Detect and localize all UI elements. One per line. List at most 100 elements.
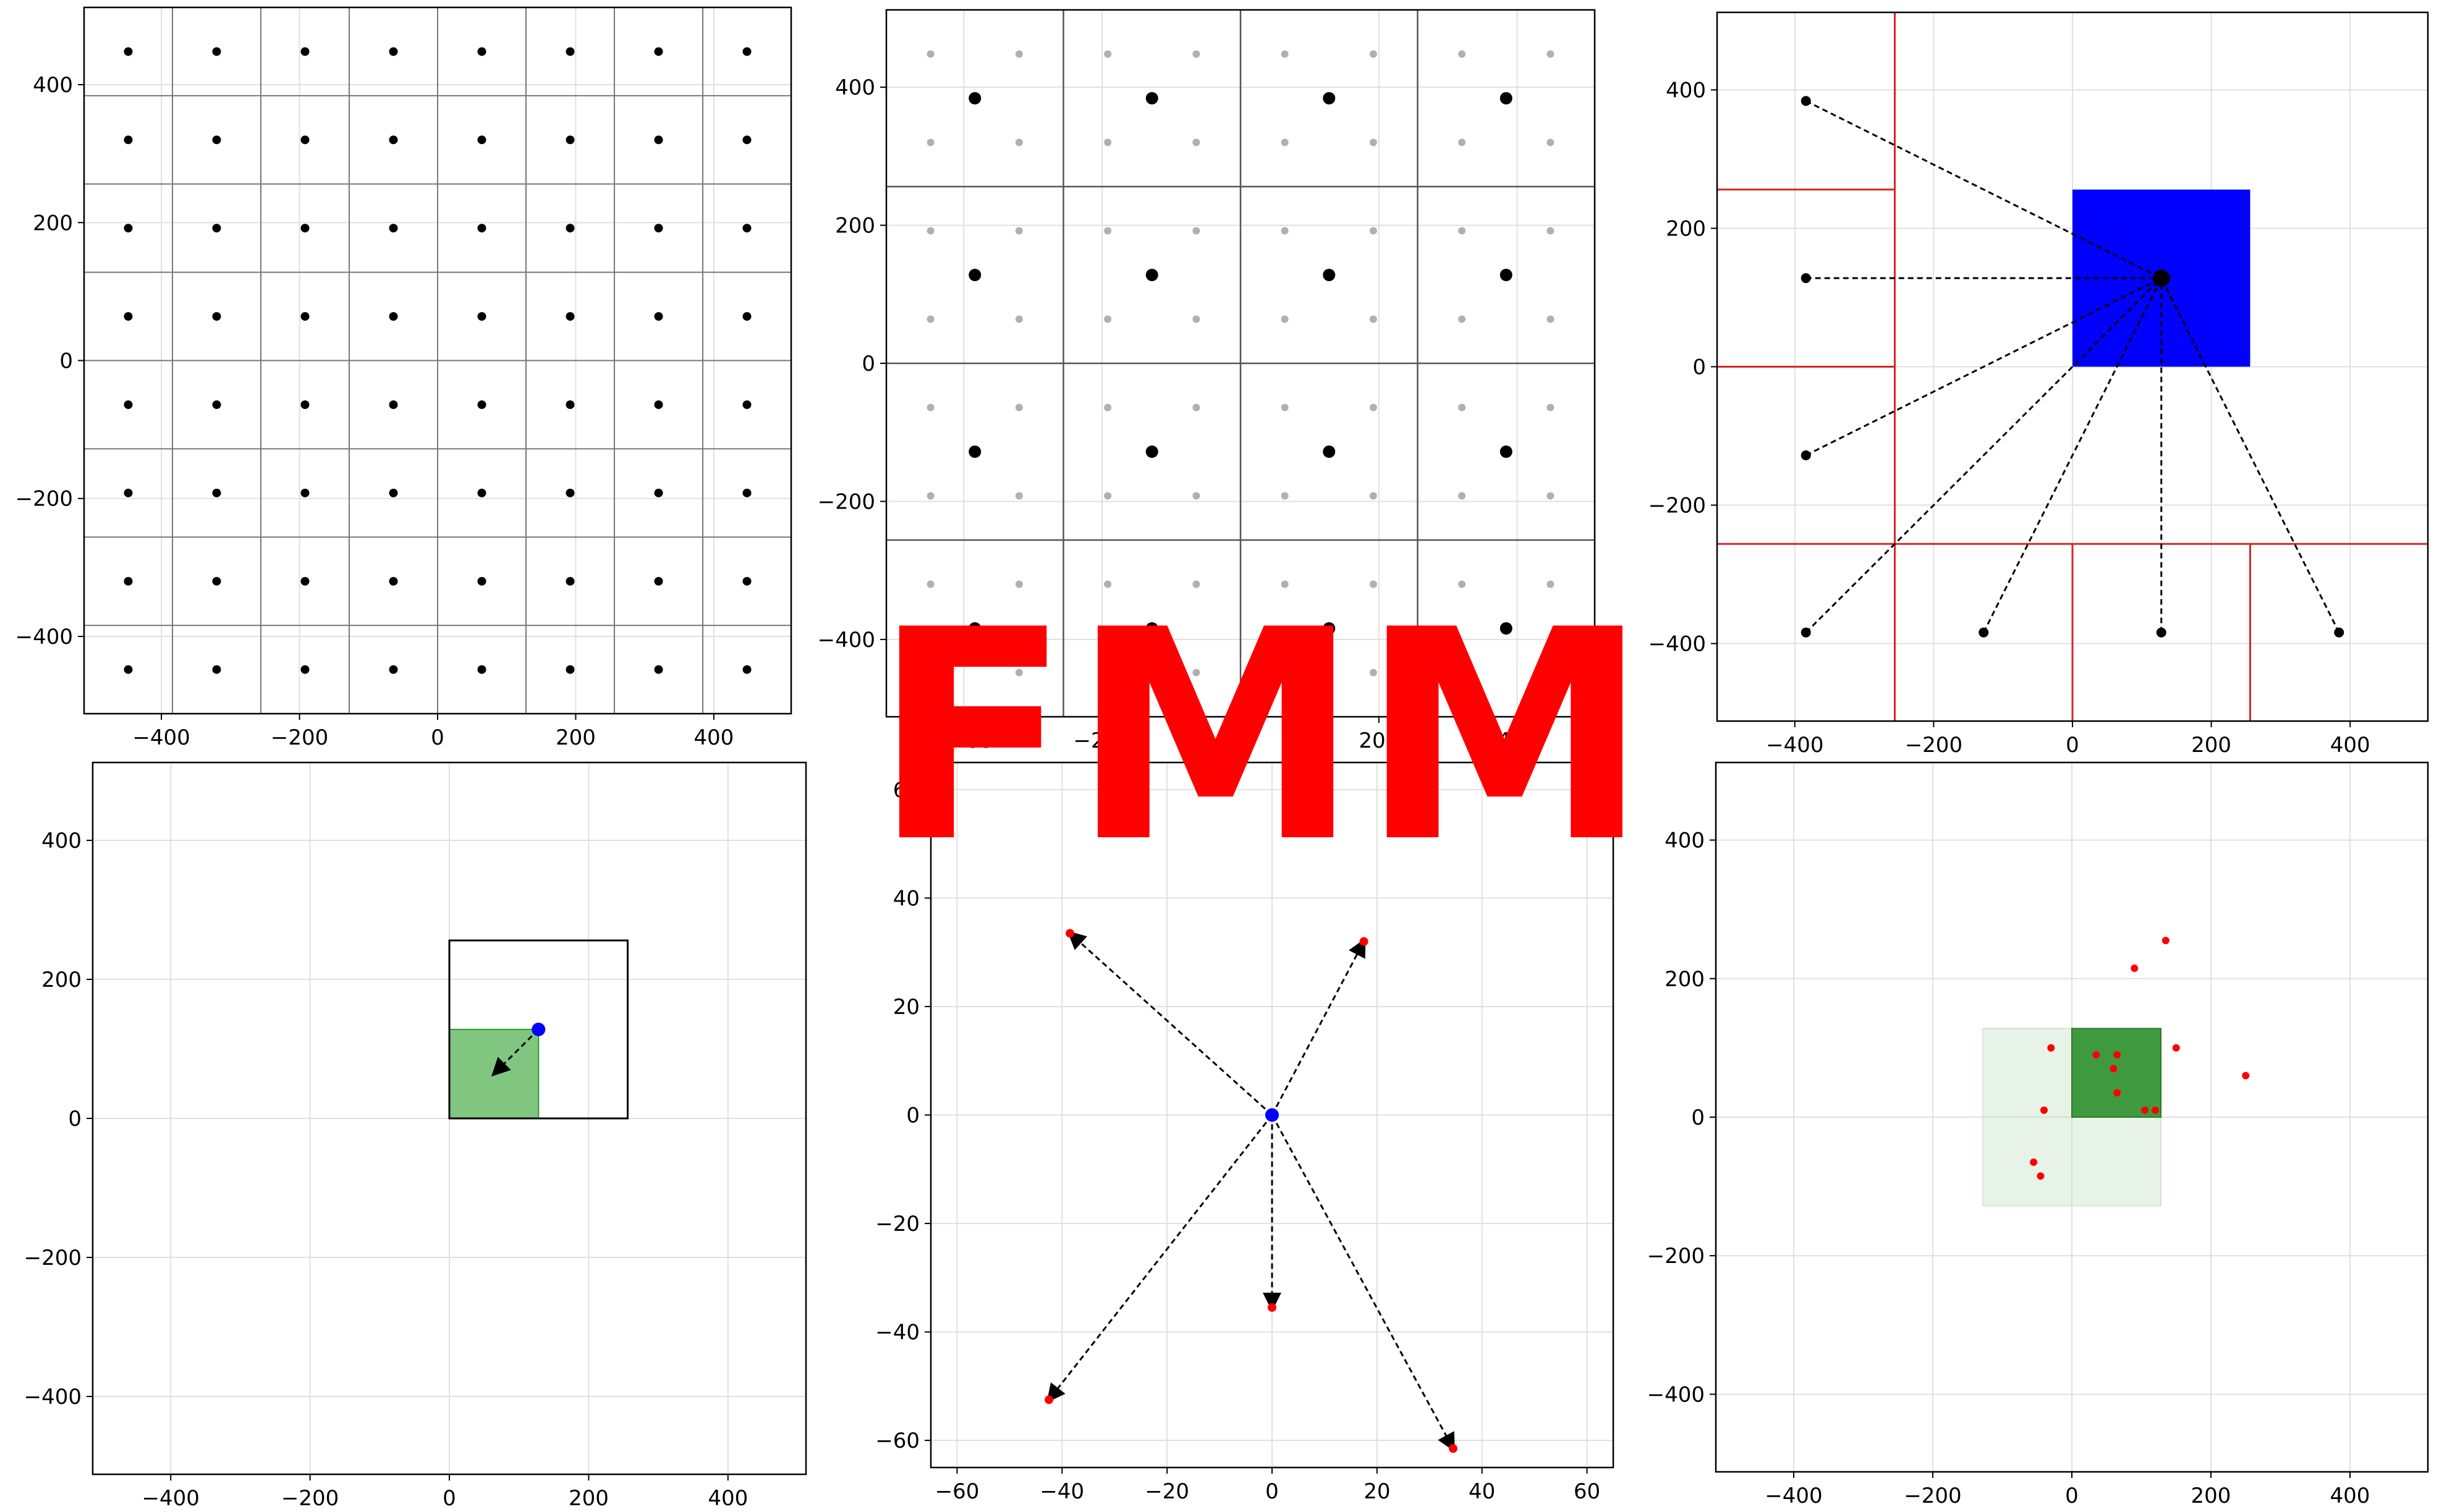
y-tick-label: 400 — [1666, 78, 1706, 103]
child-point — [1104, 403, 1112, 412]
child-point — [1369, 227, 1377, 235]
x-tick-label: 200 — [2191, 733, 2231, 758]
child-point — [1281, 580, 1289, 588]
child-point — [1192, 492, 1200, 500]
source-point — [1801, 273, 1811, 284]
child-point — [927, 492, 935, 500]
y-tick-label: −200 — [15, 487, 73, 512]
x-tick-label: 0 — [431, 725, 444, 750]
data-point — [654, 577, 663, 586]
center-point — [1265, 1108, 1279, 1122]
particle-point — [2110, 1065, 2118, 1073]
data-point — [300, 312, 310, 321]
data-point — [300, 665, 310, 674]
data-point — [124, 665, 133, 674]
x-tick-label: −60 — [935, 1479, 980, 1504]
x-tick-label: −20 — [1145, 1479, 1189, 1504]
source-point — [2334, 627, 2344, 638]
particle-point — [2037, 1172, 2045, 1180]
data-point — [477, 400, 486, 409]
data-point — [300, 400, 310, 409]
data-point — [212, 47, 221, 56]
interaction-line — [2160, 277, 2340, 633]
data-point — [654, 47, 663, 56]
child-point — [1369, 403, 1377, 412]
child-point — [1192, 138, 1200, 146]
child-point — [1369, 580, 1377, 588]
y-tick-label: 200 — [41, 968, 82, 992]
child-point — [927, 138, 935, 146]
x-tick-label: −400 — [132, 725, 190, 750]
y-tick-label: 200 — [1665, 967, 1705, 992]
interaction-line — [1982, 277, 2163, 633]
expansion-center — [532, 1023, 546, 1036]
source-point — [2156, 627, 2166, 638]
child-point — [1281, 50, 1289, 58]
data-point — [566, 488, 575, 497]
x-tick-label: 60 — [1574, 1479, 1600, 1504]
data-point — [742, 488, 752, 497]
y-tick-label: 0 — [906, 1104, 920, 1128]
parent-point — [1323, 446, 1336, 458]
child-point — [1104, 227, 1112, 235]
child-point — [927, 315, 935, 323]
parent-point — [969, 269, 982, 281]
child-point — [1015, 138, 1023, 146]
y-tick-label: 0 — [68, 1107, 82, 1131]
y-tick-label: −200 — [1648, 494, 1706, 518]
x-tick-label: 400 — [694, 725, 734, 750]
data-point — [300, 47, 310, 56]
y-tick-label: 200 — [1666, 216, 1706, 241]
child-point — [1015, 227, 1023, 235]
child-point — [1104, 492, 1112, 500]
x-tick-label: −40 — [1040, 1479, 1084, 1504]
y-tick-label: −200 — [818, 489, 875, 514]
data-point — [124, 47, 133, 56]
x-tick-label: 400 — [708, 1486, 748, 1511]
child-point — [1546, 227, 1555, 235]
data-point — [389, 312, 398, 321]
particle-point — [2131, 964, 2139, 972]
source-point — [1801, 627, 1811, 638]
child-point — [927, 580, 935, 588]
child-point — [1104, 669, 1112, 677]
particle-point — [2047, 1044, 2055, 1052]
child-point — [1369, 669, 1377, 677]
panel-1: −400 −200 0 200 400 −400 −200 0 200 400 — [15, 6, 792, 750]
child-point — [1104, 580, 1112, 588]
data-point — [566, 400, 575, 409]
child-point — [1546, 403, 1555, 412]
child-point — [927, 50, 935, 58]
y-tick-label: 60 — [893, 778, 920, 803]
particle-point — [2161, 937, 2170, 945]
parent-point — [1145, 446, 1158, 458]
x-tick-label: −200 — [271, 725, 328, 750]
parent-point — [1145, 92, 1158, 104]
y-tick-label: 0 — [1691, 1105, 1705, 1130]
x-tick-label: −200 — [1905, 733, 1962, 758]
data-point — [389, 224, 398, 233]
y-tick-label: −40 — [875, 1320, 920, 1345]
child-point — [1458, 492, 1466, 500]
child-point — [1281, 227, 1289, 235]
particle-point — [2092, 1051, 2100, 1059]
panel-3: −400 −200 0 200 400 −400 −200 0 200 400 — [1648, 11, 2429, 758]
data-point — [566, 224, 575, 233]
evaluation-arrow — [1067, 931, 1273, 1116]
y-tick-label: −400 — [15, 625, 73, 649]
panel-2: −400 −200 0 200 400 −400 −200 0 200 400 — [818, 9, 1596, 753]
data-point — [124, 224, 133, 233]
particle-point — [2141, 1106, 2149, 1114]
child-point — [927, 227, 935, 235]
child-point — [1458, 50, 1466, 58]
x-tick-label: −200 — [1073, 729, 1130, 753]
child-point — [1458, 669, 1466, 677]
child-point — [1546, 50, 1555, 58]
child-point — [1369, 50, 1377, 58]
y-tick-label: −60 — [875, 1429, 920, 1453]
data-point — [212, 577, 221, 586]
x-tick-label: 400 — [1497, 729, 1537, 753]
child-point — [1015, 580, 1023, 588]
